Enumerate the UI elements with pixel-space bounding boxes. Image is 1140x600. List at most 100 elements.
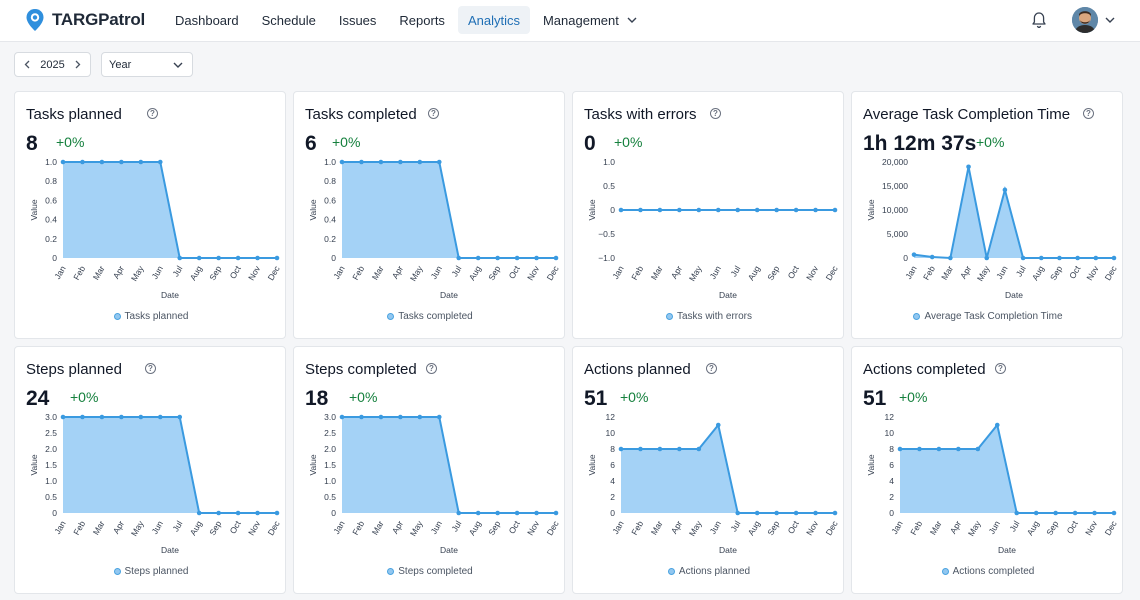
help-icon[interactable]: ? — [706, 363, 717, 374]
data-point — [456, 255, 462, 261]
data-point — [60, 414, 66, 420]
help-icon[interactable]: ? — [426, 363, 437, 374]
data-point — [80, 159, 85, 165]
y-axis-label: Value — [308, 454, 318, 475]
help-icon[interactable]: ? — [1083, 108, 1094, 119]
x-tick-label: Dec — [545, 263, 562, 282]
data-point — [456, 510, 462, 516]
app-name: TARGPatrol — [52, 10, 146, 29]
nav-analytics-label: Analytics — [467, 12, 520, 28]
y-tick-label: 15,000 — [882, 181, 908, 191]
x-tick-label: Mar — [928, 519, 944, 537]
data-point — [754, 207, 760, 213]
x-tick-label: Nov — [804, 263, 821, 282]
data-point — [813, 207, 818, 213]
notifications-button[interactable] — [1031, 11, 1047, 34]
data-point — [715, 207, 721, 213]
x-tick-label: Jul — [170, 519, 184, 534]
nav-issues[interactable]: Issues — [329, 6, 387, 34]
card-change: +0% — [56, 134, 85, 150]
data-point — [495, 510, 500, 516]
data-point — [1111, 255, 1117, 261]
nav-analytics[interactable]: Analytics — [457, 6, 530, 34]
card-value: 24 — [26, 387, 50, 410]
data-point — [1020, 255, 1026, 261]
data-point — [966, 164, 971, 170]
help-icon[interactable]: ? — [995, 363, 1006, 374]
nav-management[interactable]: Management — [533, 6, 647, 34]
next-year-button[interactable] — [73, 58, 83, 72]
data-point — [754, 510, 760, 516]
chevron-down-icon — [627, 17, 637, 23]
user-avatar-icon — [1072, 7, 1098, 33]
x-tick-label: May — [129, 518, 146, 538]
period-select[interactable]: Year — [101, 52, 193, 77]
card-value: 1h 12m 37s — [863, 132, 977, 155]
x-tick-label: Apr — [390, 519, 405, 536]
x-tick-label: May — [129, 263, 146, 283]
chart-legend[interactable]: Tasks planned — [15, 311, 287, 322]
x-tick-label: Feb — [350, 264, 366, 282]
help-icon[interactable]: ? — [428, 108, 439, 119]
nav-reports[interactable]: Reports — [389, 6, 455, 34]
x-tick-label: Jun — [428, 519, 444, 536]
x-tick-label: Jun — [428, 264, 444, 281]
x-tick-label: Sep — [1048, 264, 1064, 282]
x-axis-label: Date — [161, 545, 179, 555]
card-value: 0 — [584, 132, 596, 155]
x-tick-label: Apr — [958, 264, 973, 281]
y-tick-label: 0.4 — [324, 215, 336, 225]
data-point — [157, 414, 163, 420]
chevron-down-icon — [173, 62, 183, 68]
data-point — [339, 414, 345, 420]
x-tick-label: May — [408, 518, 425, 538]
x-tick-label: Sep — [207, 264, 223, 282]
chart-legend[interactable]: Steps planned — [15, 566, 287, 577]
data-point — [929, 254, 935, 260]
chart-legend[interactable]: Steps completed — [294, 566, 566, 577]
chart-tasks-completed: 0 0.2 0.4 0.6 0.8 1.0 Value Jan Feb Mar Apr May Jun J… — [308, 157, 562, 300]
x-tick-label: Jan — [331, 519, 347, 536]
y-tick-label: 4 — [889, 476, 894, 486]
card-title: Tasks with errors — [584, 106, 697, 123]
x-tick-label: Sep — [765, 519, 781, 537]
x-tick-label: Sep — [486, 264, 502, 282]
x-axis-label: Date — [161, 290, 179, 300]
top-navbar: TARGPatrol Dashboard Schedule Issues Rep… — [0, 0, 1140, 42]
data-point — [994, 422, 1000, 428]
chart-legend[interactable]: Average Task Completion Time — [852, 311, 1124, 322]
x-tick-label: Mar — [939, 264, 955, 282]
x-tick-label: Jul — [449, 519, 463, 534]
x-tick-label: Mar — [91, 264, 107, 282]
data-point — [495, 255, 500, 261]
x-tick-label: Sep — [1044, 519, 1060, 537]
y-axis-label: Value — [29, 454, 39, 475]
card-value: 6 — [305, 132, 317, 155]
chart-legend[interactable]: Actions planned — [573, 566, 845, 577]
card-title: Steps completed — [305, 361, 417, 378]
x-tick-label: Sep — [207, 519, 223, 537]
user-menu[interactable] — [1072, 6, 1115, 34]
data-point — [177, 255, 183, 261]
card-change: +0% — [620, 389, 649, 405]
help-icon[interactable]: ? — [710, 108, 721, 119]
chart-legend[interactable]: Actions completed — [852, 566, 1124, 577]
y-tick-label: 1.5 — [324, 460, 336, 470]
data-point — [119, 159, 124, 165]
help-icon[interactable]: ? — [145, 363, 156, 374]
x-tick-label: Aug — [188, 264, 204, 282]
data-point — [1033, 510, 1039, 516]
chevron-left-icon — [24, 60, 30, 68]
app-logo[interactable]: TARGPatrol — [25, 7, 145, 33]
prev-year-button[interactable] — [22, 58, 32, 72]
chart-legend[interactable]: Tasks with errors — [573, 311, 845, 322]
nav-dashboard[interactable]: Dashboard — [165, 6, 249, 34]
series-line — [342, 416, 556, 514]
y-tick-label: 0.8 — [324, 176, 336, 186]
x-tick-label: Feb — [350, 519, 366, 537]
nav-schedule[interactable]: Schedule — [252, 6, 326, 34]
help-icon[interactable]: ? — [147, 108, 158, 119]
data-point — [618, 446, 624, 452]
data-point — [638, 207, 643, 213]
chart-legend[interactable]: Tasks completed — [294, 311, 566, 322]
